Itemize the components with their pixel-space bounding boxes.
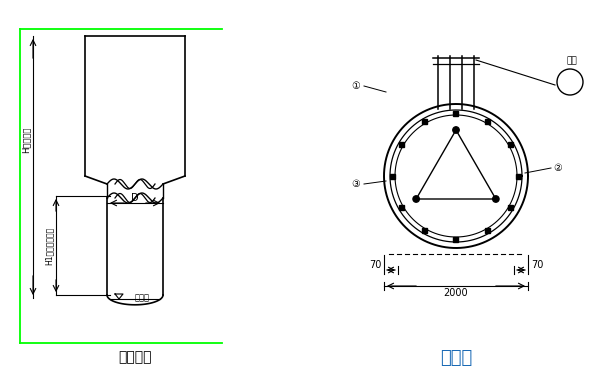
- Bar: [508, 205, 513, 210]
- Bar: [517, 174, 522, 178]
- Bar: [422, 228, 427, 233]
- Bar: [454, 236, 459, 242]
- Text: 桩身大样: 桩身大样: [118, 350, 152, 364]
- Circle shape: [453, 127, 459, 133]
- Bar: [399, 205, 404, 210]
- Text: H（桩长）: H（桩长）: [21, 126, 31, 153]
- Text: 70: 70: [531, 260, 543, 270]
- Text: ③: ③: [352, 179, 360, 189]
- Text: ②: ②: [554, 163, 562, 173]
- Bar: [399, 142, 404, 147]
- Text: H1（入岩深度）: H1（入岩深度）: [45, 226, 53, 265]
- Bar: [508, 142, 513, 147]
- Bar: [485, 119, 490, 124]
- Bar: [454, 111, 459, 115]
- Text: 焊接: 焊接: [566, 56, 577, 66]
- Circle shape: [413, 196, 419, 202]
- Text: ①: ①: [352, 81, 360, 91]
- Text: 持力层: 持力层: [135, 293, 150, 302]
- Text: 70: 70: [369, 260, 381, 270]
- Bar: [422, 119, 427, 124]
- Bar: [485, 228, 490, 233]
- Text: D: D: [131, 193, 139, 203]
- Bar: [390, 174, 395, 178]
- Text: 桩截面: 桩截面: [440, 349, 472, 367]
- Text: 2000: 2000: [444, 288, 468, 298]
- Circle shape: [493, 196, 499, 202]
